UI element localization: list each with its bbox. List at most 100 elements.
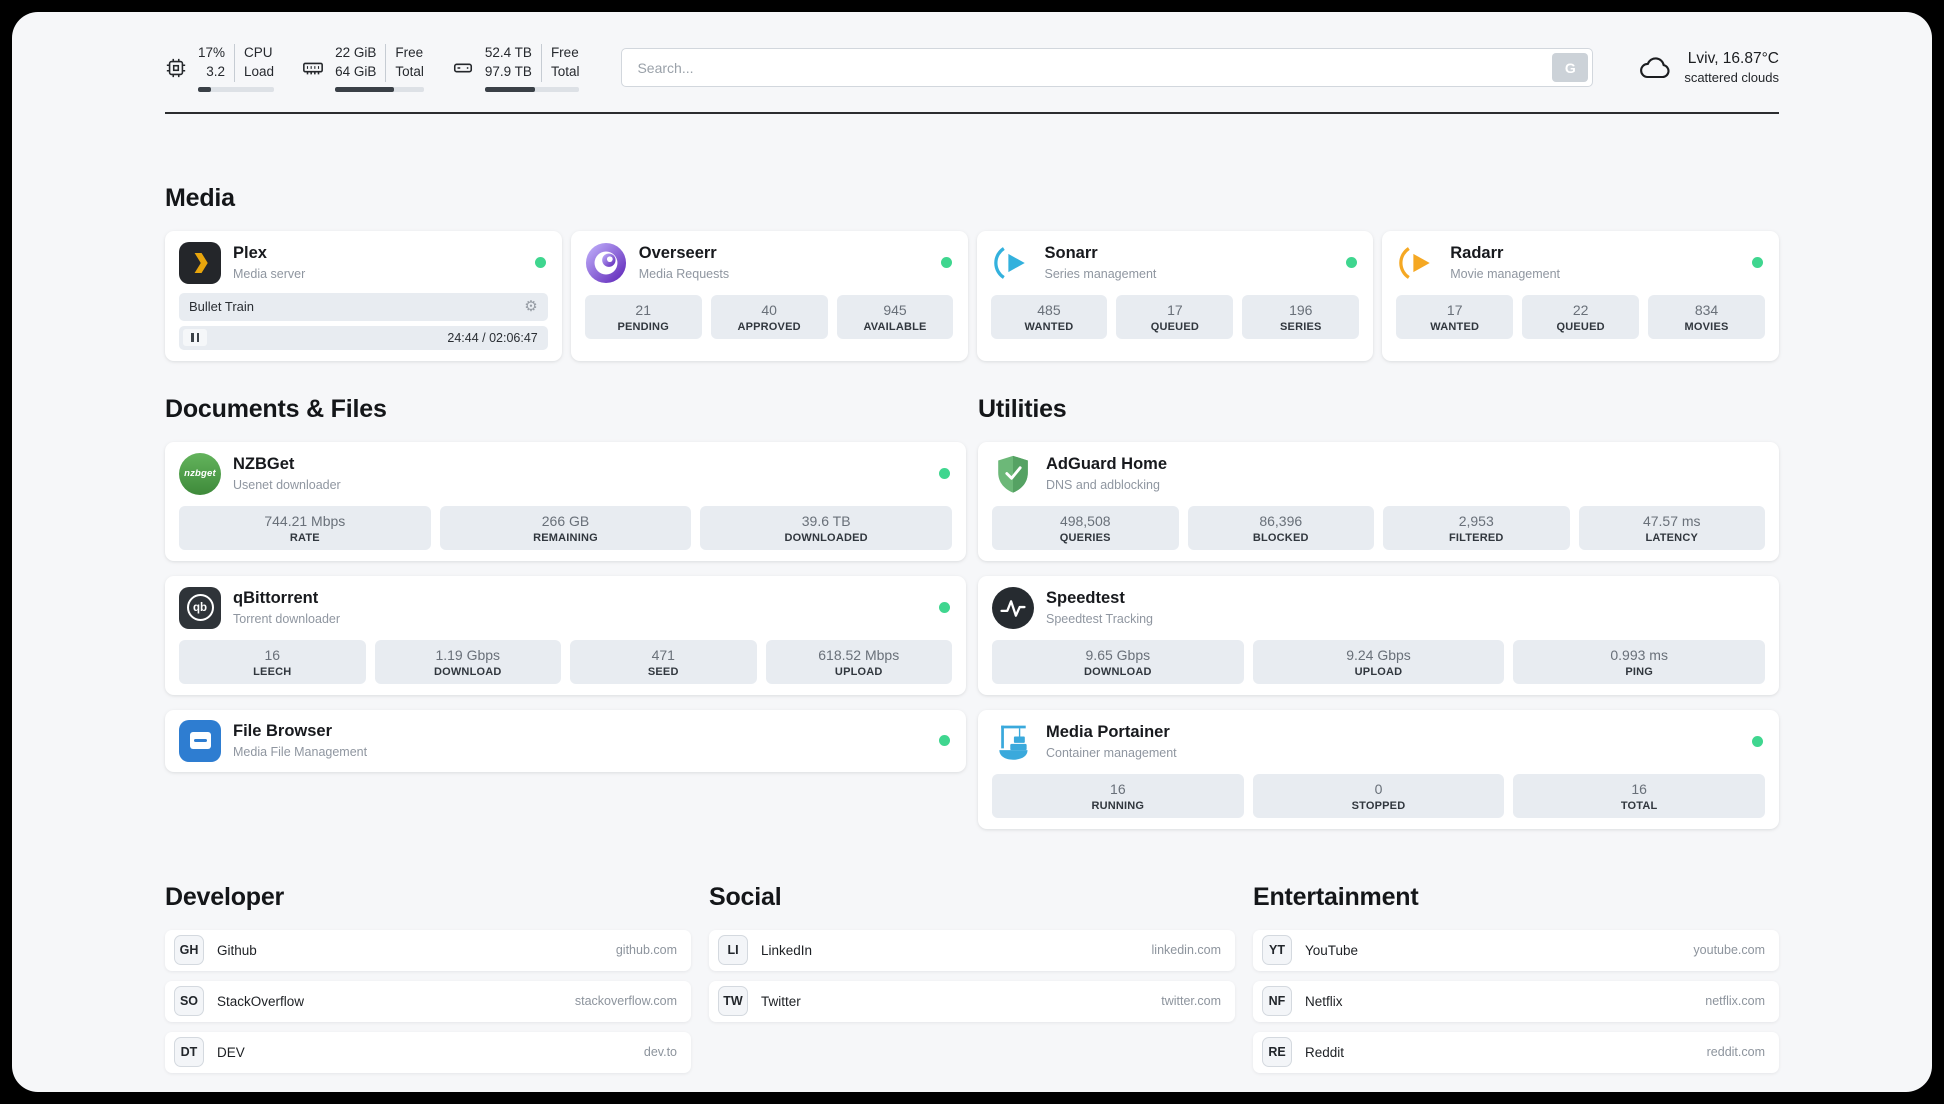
weather-location-temp: Lviv, 16.87°C — [1687, 50, 1779, 68]
disk-widget: 52.4 TB 97.9 TB Free Total — [452, 44, 580, 92]
app-card-filebrowser[interactable]: File Browser Media File Management — [165, 709, 966, 772]
app-subtitle: Movie management — [1450, 267, 1561, 282]
app-card-speedtest[interactable]: Speedtest Speedtest Tracking 9.65 Gbps D… — [978, 575, 1779, 695]
disk-free-label: Free — [550, 45, 579, 60]
header-divider — [165, 111, 1779, 114]
memory-readout: 22 GiB 64 GiB Free Total — [335, 44, 424, 92]
status-dot — [1346, 257, 1358, 269]
app-name: Media Portainer — [1046, 723, 1170, 742]
stat-box: 945 AVAILABLE — [836, 294, 954, 339]
memory-total: 64 GiB — [335, 63, 377, 79]
adguard-icon — [992, 453, 1034, 495]
bookmark-badge: LI — [718, 935, 748, 966]
bookmark-badge: DT — [174, 1037, 204, 1068]
bookmark-badge: RE — [1262, 1037, 1292, 1068]
stat-box: 498,508 QUERIES — [992, 505, 1179, 550]
bookmark-stackoverflow[interactable]: SO StackOverflow stackoverflow.com — [165, 980, 691, 1022]
status-dot — [1752, 736, 1763, 748]
bookmark-dev[interactable]: DT DEV dev.to — [165, 1031, 691, 1073]
bookmark-netflix[interactable]: NF Netflix netflix.com — [1253, 980, 1779, 1022]
stat-box: 22 QUEUED — [1522, 294, 1640, 339]
bookmark-badge: YT — [1262, 935, 1292, 966]
weather-condition: scattered clouds — [1684, 70, 1779, 86]
bookmark-reddit[interactable]: RE Reddit reddit.com — [1253, 1031, 1779, 1073]
status-dot — [939, 735, 950, 747]
cpu-progress-track — [198, 86, 275, 92]
stat-box: 17 QUEUED — [1116, 294, 1234, 339]
section-title-developer: Developer — [165, 882, 285, 911]
cpu-percent: 17% — [198, 45, 226, 60]
app-card-portainer[interactable]: Media Portainer Container management 16 … — [978, 709, 1779, 829]
app-card-overseerr[interactable]: Overseerr Media Requests 21 PENDING 40 — [570, 230, 968, 361]
bookmark-twitter[interactable]: TW Twitter twitter.com — [709, 980, 1235, 1022]
stat-box: 744.21 Mbps RATE — [179, 505, 431, 550]
filebrowser-icon — [179, 719, 221, 762]
cpu-readout: 17% 3.2 CPU Load — [198, 44, 275, 92]
section-entertainment: Entertainment YT YouTube youtube.com NF … — [1253, 883, 1779, 1073]
weather-widget: Lviv, 16.87°C scattered clouds — [1637, 50, 1779, 86]
section-social: Social LI LinkedIn linkedin.com TW Twitt… — [709, 883, 1235, 1022]
app-subtitle: Usenet downloader — [233, 478, 341, 493]
bookmark-badge: SO — [174, 986, 204, 1017]
pause-button[interactable] — [183, 329, 207, 347]
section-title-entertainment: Entertainment — [1253, 882, 1419, 911]
search-input[interactable] — [621, 48, 1594, 88]
bookmark-url: youtube.com — [1693, 943, 1765, 958]
disk-progress-fill — [484, 86, 536, 92]
bookmark-github[interactable]: GH Github github.com — [165, 929, 691, 971]
bookmark-badge: TW — [718, 986, 748, 1017]
bookmark-url: dev.to — [643, 1045, 677, 1060]
bookmark-name: DEV — [217, 1044, 245, 1060]
app-name: Overseerr — [638, 244, 717, 263]
plex-now-playing: Bullet Train ⚙ 24:44 / 02:06:47 — [179, 292, 548, 350]
now-playing-title: Bullet Train — [189, 299, 255, 315]
app-card-plex[interactable]: Plex Media server Bullet Train ⚙ — [165, 230, 562, 361]
bookmark-badge: NF — [1262, 986, 1292, 1017]
app-card-radarr[interactable]: Radarr Movie management 17 WANTED 22 — [1382, 230, 1779, 361]
nzbget-icon: nzbget — [179, 452, 221, 495]
app-card-nzbget[interactable]: nzbget NZBGet Usenet downloader 744. — [165, 441, 966, 561]
memory-free: 22 GiB — [335, 45, 377, 60]
bookmark-youtube[interactable]: YT YouTube youtube.com — [1253, 929, 1779, 971]
memory-total-label: Total — [395, 63, 424, 79]
stat-box: 9.24 Gbps UPLOAD — [1252, 639, 1505, 684]
section-title-utilities: Utilities — [978, 394, 1067, 423]
portainer-icon — [992, 721, 1034, 763]
stat-box: 16 TOTAL — [1513, 773, 1765, 818]
app-subtitle: Media server — [233, 267, 306, 282]
bookmark-name: Netflix — [1305, 993, 1343, 1009]
disk-readout: 52.4 TB 97.9 TB Free Total — [484, 44, 580, 92]
stat-box: 47.57 ms LATENCY — [1578, 505, 1765, 550]
dashboard-page: 17% 3.2 CPU Load — [12, 12, 1932, 1092]
bookmark-url: linkedin.com — [1151, 943, 1221, 958]
status-dot — [939, 602, 950, 614]
app-name: Plex — [233, 244, 267, 263]
app-subtitle: DNS and adblocking — [1046, 478, 1160, 493]
stat-box: 16 LEECH — [179, 639, 366, 684]
memory-progress-track — [335, 86, 424, 92]
app-subtitle: Speedtest Tracking — [1046, 612, 1154, 627]
app-subtitle: Media Requests — [638, 267, 730, 282]
settings-icon[interactable]: ⚙ — [524, 298, 538, 316]
bookmark-name: Twitter — [761, 993, 801, 1009]
stat-box: 266 GB REMAINING — [439, 505, 692, 550]
memory-free-label: Free — [395, 45, 424, 60]
section-title-media: Media — [165, 183, 235, 212]
stat-box: 9.65 Gbps DOWNLOAD — [992, 639, 1244, 684]
app-card-qbittorrent[interactable]: qb qBittorrent Torrent downloader 16 — [165, 575, 966, 695]
stat-box: 834 MOVIES — [1648, 294, 1765, 339]
section-documents: Documents & Files nzbget NZBGet Usenet d… — [165, 395, 966, 772]
app-card-sonarr[interactable]: Sonarr Series management 485 WANTED 17 — [976, 230, 1374, 361]
app-name: Radarr — [1450, 244, 1504, 263]
search-engine-button[interactable]: G — [1552, 53, 1589, 83]
app-subtitle: Media File Management — [233, 745, 368, 760]
top-bar: 17% 3.2 CPU Load — [165, 44, 1779, 92]
cpu-icon — [166, 58, 186, 78]
app-card-adguard[interactable]: AdGuard Home DNS and adblocking 498,508 … — [978, 441, 1779, 561]
qbittorrent-icon: qb — [179, 586, 221, 629]
bookmark-url: github.com — [615, 943, 677, 958]
stat-box: 485 WANTED — [990, 294, 1108, 339]
bookmark-linkedin[interactable]: LI LinkedIn linkedin.com — [709, 929, 1235, 971]
section-title-documents: Documents & Files — [165, 394, 387, 423]
stat-box: 17 WANTED — [1396, 294, 1514, 339]
